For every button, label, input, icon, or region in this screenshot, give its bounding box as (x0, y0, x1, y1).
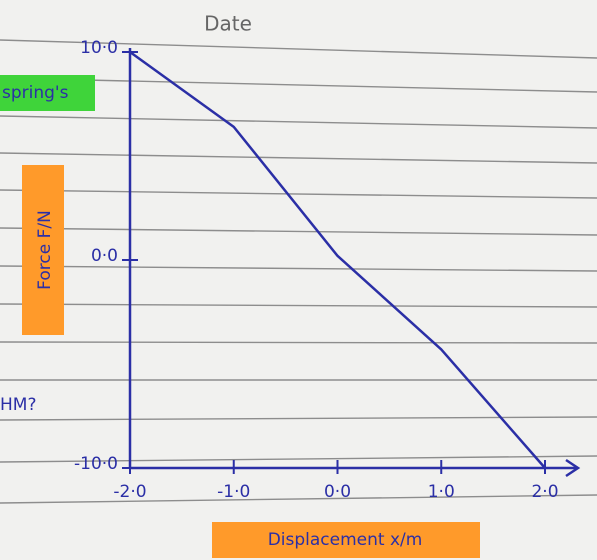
x-tick-label: 0·0 (324, 482, 351, 502)
annotation: HM? (0, 395, 36, 415)
x-axis-label: Displacement x/m (268, 530, 423, 550)
y-axis-label: Force F/N (35, 210, 55, 290)
chart: Date spring's HM? Force F/N Displacement… (0, 0, 597, 560)
header-date: Date (204, 12, 252, 36)
y-tick-label: 10·0 (80, 38, 118, 58)
x-tick-label: 2·0 (531, 482, 558, 502)
x-tick-label: -1·0 (217, 482, 250, 502)
page: Date spring's HM? Force F/N Displacement… (0, 0, 597, 560)
y-tick-label: -10·0 (74, 454, 118, 474)
x-tick-label: 1·0 (428, 482, 455, 502)
x-tick-label: -2·0 (113, 482, 146, 502)
annotation: spring's (2, 83, 69, 103)
y-tick-label: 0·0 (91, 246, 118, 266)
